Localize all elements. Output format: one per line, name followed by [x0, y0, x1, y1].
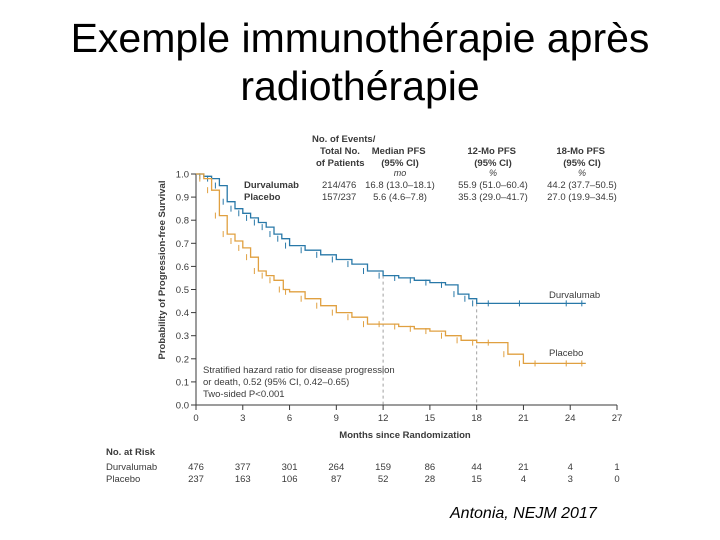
risk-value: 3: [568, 474, 573, 485]
x-tick-label: 24: [565, 413, 576, 424]
hazard-annotation: Stratified hazard ratio for disease prog…: [203, 365, 397, 400]
row-durvalumab-median: 16.8 (13.0–18.1): [365, 180, 435, 191]
row-placebo-18mo: 27.0 (19.9–34.5): [547, 192, 617, 203]
risk-value: 21: [518, 462, 529, 473]
row-durvalumab-events: 214/476: [322, 180, 356, 191]
unit-18mo: %: [578, 168, 586, 178]
series-line-placebo: [196, 173, 586, 365]
y-tick-label: 0.6: [176, 262, 189, 273]
y-tick-label: 0.1: [176, 377, 189, 388]
row-placebo-name: Placebo: [244, 192, 281, 203]
risk-value: 163: [235, 474, 251, 485]
y-tick-label: 0.5: [176, 285, 189, 296]
risk-value: 377: [235, 462, 251, 473]
risk-row-durvalumab-name: Durvalumab: [106, 462, 157, 473]
risk-value: 301: [282, 462, 298, 473]
x-tick-label: 18: [471, 413, 482, 424]
y-tick-label: 0.0: [176, 401, 189, 412]
risk-value: 15: [471, 474, 482, 485]
slide-title-line2: radiothérapie: [240, 63, 480, 109]
risk-value: 237: [188, 474, 204, 485]
risk-table: No. at Risk Durvalumab Placebo 476 377 301…: [106, 447, 620, 485]
reference-lines: [382, 275, 478, 405]
y-axis-label: Probability of Progression-free Survival: [157, 181, 168, 360]
plot-area: 0.0 0.1 0.2 0.3 0.4 0.5 0.6 0.7 0.8 0.9 1.0 0 3 6 9 12…: [157, 170, 622, 442]
unit-12mo: %: [489, 168, 497, 178]
y-tick-label: 0.3: [176, 331, 189, 342]
row-durvalumab-name: Durvalumab: [244, 180, 299, 191]
y-tick-label: 0.9: [176, 193, 189, 204]
x-tick-label: 0: [193, 413, 198, 424]
y-tick-label: 0.7: [176, 239, 189, 250]
risk-title: No. at Risk: [106, 447, 156, 458]
x-axis-label: Months since Randomization: [339, 430, 471, 441]
row-placebo-events: 157/237: [322, 192, 356, 203]
risk-value: 28: [425, 474, 436, 485]
x-tick-label: 27: [612, 413, 623, 424]
risk-value: 87: [331, 474, 342, 485]
risk-value: 106: [282, 474, 298, 485]
slide-title: Exemple immunothérapie après radiothérap…: [0, 14, 720, 110]
header-median: Median PFS (95% CI): [372, 146, 428, 169]
summary-table: No. of Events/ Total No. of Patients Med…: [244, 134, 617, 203]
risk-value: 44: [471, 462, 482, 473]
y-axis: 0.0 0.1 0.2 0.3 0.4 0.5 0.6 0.7 0.8 0.9 1.0: [176, 170, 197, 412]
y-tick-label: 1.0: [176, 170, 189, 181]
x-tick-label: 6: [287, 413, 292, 424]
x-tick-label: 12: [378, 413, 389, 424]
x-tick-label: 21: [518, 413, 529, 424]
slide-title-line1: Exemple immunothérapie après: [70, 15, 650, 61]
x-tick-label: 9: [334, 413, 339, 424]
risk-value: 159: [375, 462, 391, 473]
header-18mo: 18-Mo PFS (95% CI): [556, 146, 607, 169]
risk-value: 4: [521, 474, 526, 485]
row-durvalumab-18mo: 44.2 (37.7–50.5): [547, 180, 617, 191]
y-tick-label: 0.8: [176, 216, 189, 227]
risk-value: 1: [614, 462, 619, 473]
header-12mo: 12-Mo PFS (95% CI): [467, 146, 518, 169]
y-tick-label: 0.4: [176, 308, 189, 319]
risk-value: 476: [188, 462, 204, 473]
row-durvalumab-12mo: 55.9 (51.0–60.4): [458, 180, 528, 191]
risk-value: 264: [328, 462, 344, 473]
risk-value: 4: [568, 462, 573, 473]
x-tick-label: 15: [425, 413, 436, 424]
row-placebo-12mo: 35.3 (29.0–41.7): [458, 192, 528, 203]
risk-value: 0: [614, 474, 619, 485]
citation: Antonia, NEJM 2017: [450, 505, 597, 522]
x-axis: 0 3 6 9 12 15 18 21 24 27: [193, 404, 623, 424]
survival-curves: [196, 173, 586, 367]
y-tick-label: 0.2: [176, 354, 189, 365]
row-placebo-median: 5.6 (4.6–7.8): [373, 192, 427, 203]
header-events: No. of Events/ Total No. of Patients: [312, 134, 378, 169]
risk-value: 52: [378, 474, 389, 485]
unit-median: mo: [394, 168, 407, 178]
risk-row-placebo-name: Placebo: [106, 474, 140, 485]
series-line-durvalumab: [196, 173, 586, 305]
curve-label-durvalumab: Durvalumab: [549, 290, 600, 301]
x-tick-label: 3: [240, 413, 245, 424]
curve-label-placebo: Placebo: [549, 348, 583, 359]
risk-value: 86: [425, 462, 436, 473]
